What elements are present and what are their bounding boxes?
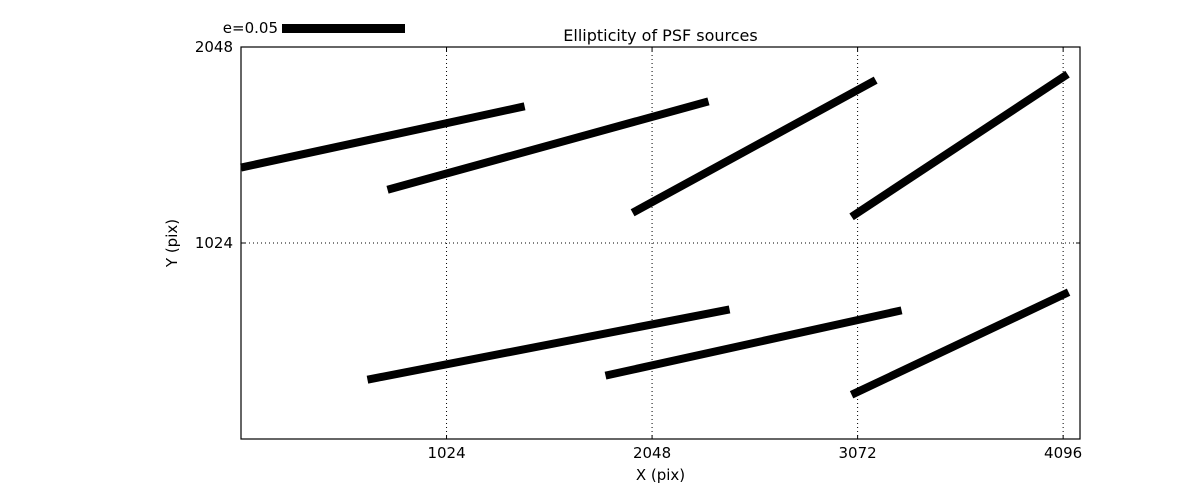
psf-whisker	[849, 70, 1070, 221]
axes-border	[240, 46, 1081, 440]
psf-whisker	[240, 102, 526, 172]
x-tick-label: 2048	[633, 444, 671, 462]
psf-whisker	[386, 97, 710, 194]
x-tick-label: 1024	[427, 444, 465, 462]
x-tick-label: 3072	[839, 444, 877, 462]
y-tick-label: 1024	[195, 234, 233, 252]
legend-label: e=0.05	[222, 19, 278, 37]
x-axis-label: X (pix)	[635, 466, 686, 484]
psf-whisker	[630, 76, 878, 217]
x-tick-label: 4096	[1044, 444, 1082, 462]
psf-whisker	[366, 305, 731, 384]
legend-key-bar	[282, 24, 405, 33]
y-tick-label: 2048	[195, 38, 233, 56]
psf-whisker	[849, 288, 1071, 399]
psf-whisker	[604, 306, 903, 380]
chart-title: Ellipticity of PSF sources	[563, 26, 758, 45]
